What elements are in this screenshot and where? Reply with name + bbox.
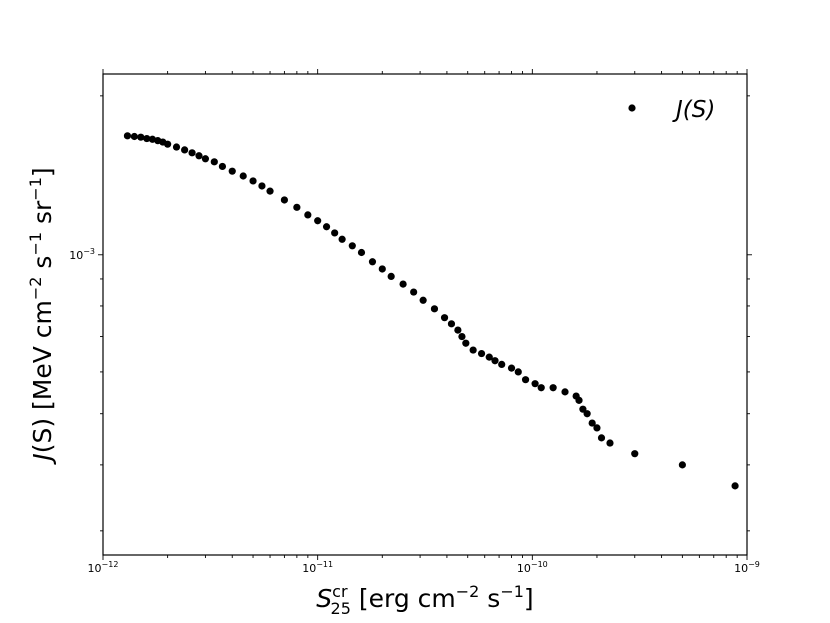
data-point: [514, 368, 522, 376]
data-point: [537, 384, 545, 392]
data-point: [164, 140, 172, 148]
data-point: [606, 439, 614, 447]
data-point: [631, 450, 639, 458]
legend-label: J(S): [672, 97, 715, 123]
data-point: [410, 288, 418, 296]
y-tick-labels: 10−3: [69, 247, 95, 262]
data-point: [477, 349, 486, 358]
x-tick-label: 10−9: [734, 560, 760, 575]
minor-ticks: [100, 71, 750, 558]
data-point: [399, 280, 407, 288]
data-point: [579, 405, 587, 413]
y-axis-label: J(S) [MeV cm−2 s−1 sr−1]: [26, 167, 57, 465]
data-point: [469, 346, 477, 354]
data-point: [507, 364, 516, 372]
data-point: [280, 196, 289, 204]
data-point: [583, 410, 591, 418]
legend: J(S): [628, 97, 715, 123]
data-point: [430, 305, 439, 313]
data-point: [368, 258, 377, 266]
data-point: [357, 248, 366, 257]
data-point: [249, 177, 257, 185]
data-point: [172, 143, 181, 151]
data-point: [123, 132, 132, 140]
data-point: [549, 384, 557, 392]
data-point: [491, 357, 499, 365]
data-point: [419, 296, 427, 304]
data-point: [210, 158, 218, 166]
data-point: [239, 172, 247, 180]
x-tick-label: 10−11: [302, 560, 333, 575]
data-point: [593, 424, 601, 432]
data-point: [588, 419, 596, 427]
y-tick-label: 10−3: [69, 247, 95, 262]
data-point: [454, 326, 462, 334]
data-point: [485, 353, 493, 361]
data-point: [293, 203, 301, 211]
data-point: [143, 134, 151, 143]
data-point: [731, 482, 739, 490]
data-point: [378, 265, 386, 273]
data-point: [498, 360, 506, 368]
data-point: [338, 235, 346, 243]
data-point: [531, 380, 539, 388]
data-point: [462, 339, 470, 347]
data-point: [597, 434, 606, 442]
x-tick-labels: 10−12 10−11 10−10 10−9: [88, 560, 760, 575]
data-point: [188, 149, 196, 157]
major-ticks: [98, 69, 752, 560]
x-tick-label: 10−10: [517, 560, 548, 575]
data-point: [130, 132, 138, 141]
data-point: [322, 223, 331, 231]
data-points: [123, 132, 739, 490]
data-point: [266, 187, 274, 195]
data-point: [314, 217, 322, 225]
data-point: [678, 461, 686, 469]
data-point: [195, 152, 203, 160]
data-point: [218, 162, 227, 171]
data-point: [181, 146, 189, 154]
data-point: [387, 272, 395, 281]
data-point: [331, 229, 339, 237]
plot-area: [102, 73, 748, 556]
data-point: [258, 182, 266, 190]
data-point: [201, 155, 210, 163]
x-axis-label: Scr 25 [erg cm−2 s−1]: [316, 582, 533, 618]
x-tick-label: 10−12: [88, 560, 119, 575]
data-point: [348, 242, 356, 250]
data-point: [447, 320, 456, 328]
data-point: [228, 167, 236, 175]
data-point: [561, 388, 569, 396]
legend-marker: [628, 104, 636, 112]
data-point: [521, 376, 530, 384]
data-point: [304, 211, 312, 219]
data-point: [137, 133, 145, 141]
data-point: [458, 332, 466, 341]
data-point: [440, 314, 449, 322]
data-point: [575, 396, 583, 404]
